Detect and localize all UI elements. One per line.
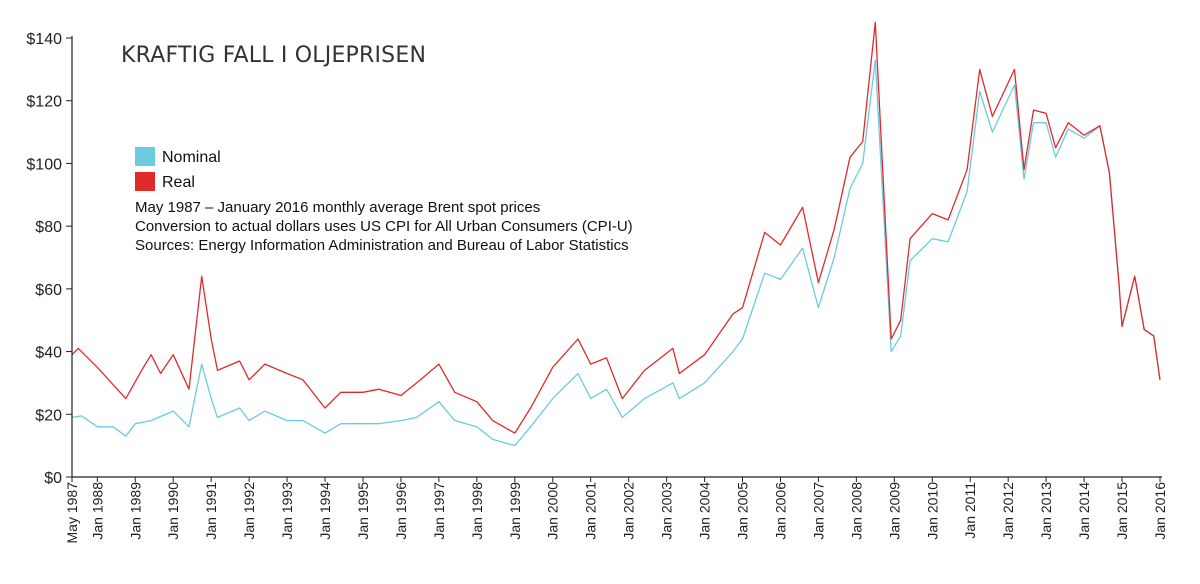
note-sources: Sources: Energy Information Administrati… [135, 237, 629, 254]
legend-label-nominal: Nominal [162, 149, 221, 166]
x-tick-label: Jan 2012 [1000, 482, 1016, 540]
y-tick-label: $100 [26, 156, 62, 173]
x-tick-label: Jan 2002 [621, 482, 637, 540]
y-tick-label: $60 [35, 282, 62, 299]
x-tick-label: Jan 2006 [772, 482, 788, 540]
chart-title: KRAFTIG FALL I OLJEPRISEN [121, 43, 426, 68]
x-tick-label: Jan 2016 [1152, 482, 1168, 540]
note-period: May 1987 – January 2016 monthly average … [135, 199, 540, 216]
x-tick-label: Jan 2001 [583, 482, 599, 540]
x-tick-label: Jan 1996 [393, 482, 409, 540]
x-tick-label: Jan 1993 [279, 482, 295, 540]
y-tick-label: $0 [44, 470, 62, 487]
x-tick-label: Jan 1994 [317, 482, 333, 540]
x-tick-label: Jan 1997 [431, 482, 447, 540]
x-tick-label: Jan 2015 [1114, 482, 1130, 540]
y-tick-label: $140 [26, 31, 62, 48]
x-tick-label: Jan 2000 [545, 482, 561, 540]
legend-swatch-real [135, 172, 155, 191]
x-tick-label: Jan 1995 [355, 482, 371, 540]
legend-label-real: Real [162, 174, 195, 191]
note-conversion: Conversion to actual dollars uses US CPI… [135, 218, 633, 235]
x-tick-label: Jan 1991 [203, 482, 219, 540]
y-tick-label: $80 [35, 219, 62, 236]
series-lines [71, 21, 1161, 447]
x-tick-label: Jan 2007 [810, 482, 826, 540]
x-tick-label: Jan 1999 [507, 482, 523, 540]
x-tick-label: Jan 1988 [89, 482, 105, 540]
x-tick-label: Jan 2008 [848, 482, 864, 540]
x-tick-label: Jan 2009 [886, 482, 902, 540]
x-tick-label: Jan 2011 [962, 482, 978, 539]
y-tick-label: $120 [26, 94, 62, 111]
x-tick-label: Jan 2005 [735, 482, 751, 540]
y-axis: $0 $20 $40 $60 $80 $100 $120 $140 [26, 31, 72, 487]
x-tick-label: Jan 1990 [165, 482, 181, 540]
x-tick-label: Jan 2004 [697, 482, 713, 540]
x-tick-label: Jan 2014 [1076, 482, 1092, 540]
y-tick-label: $20 [35, 407, 62, 424]
legend-swatch-nominal [135, 147, 155, 166]
series-line-nominal [71, 59, 1161, 447]
y-tick-label: $40 [35, 345, 62, 362]
x-axis: May 1987 Jan 1988 Jan 1989 Jan 1990 Jan 1991… [64, 477, 1168, 543]
legend: Nominal Real [135, 147, 221, 191]
series-line-real [71, 21, 1161, 434]
x-tick-label: Jan 2010 [924, 482, 940, 540]
x-tick-label: Jan 1992 [241, 482, 257, 540]
x-tick-label: Jan 1998 [469, 482, 485, 540]
x-tick-label: Jan 1989 [127, 482, 143, 540]
x-tick-label: May 1987 [64, 482, 80, 544]
x-tick-label: Jan 2013 [1038, 482, 1054, 540]
x-tick-label: Jan 2003 [659, 482, 675, 540]
